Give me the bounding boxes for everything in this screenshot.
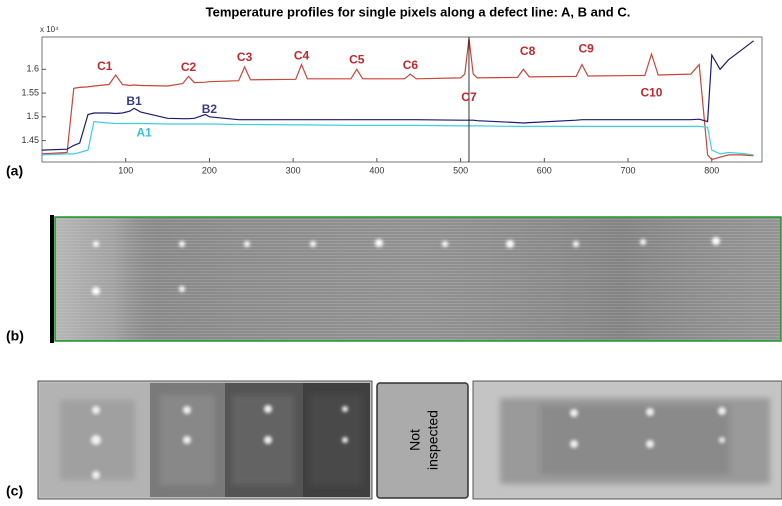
y-tick-label: 1.45 (21, 135, 39, 145)
y-multiplier: x 10⁴ (40, 25, 59, 34)
y-tick-label: 1.55 (21, 87, 39, 97)
annotation: B2 (202, 102, 218, 116)
series-line (41, 40, 754, 151)
x-tick-label: 600 (537, 165, 552, 175)
x-tick-label: 300 (286, 165, 301, 175)
annotation: B1 (126, 94, 142, 108)
panel-label: (b) (6, 328, 24, 344)
thermal-image-c-right (472, 380, 782, 500)
thermal-image-c-left (37, 380, 373, 500)
annotation: C1 (97, 59, 113, 73)
y-tick-label: 1.6 (26, 64, 39, 74)
series-line (41, 120, 754, 156)
chart-title: Temperature profiles for single pixels a… (206, 4, 631, 19)
x-tick-label: 200 (202, 165, 217, 175)
annotation: C7 (461, 90, 477, 104)
annotation: C3 (237, 50, 253, 64)
annotation: C10 (640, 85, 662, 99)
x-tick-label: 700 (621, 165, 636, 175)
x-tick-label: 400 (369, 165, 384, 175)
annotation: C2 (181, 60, 197, 74)
not-inspected-box (376, 382, 469, 499)
not-inspected-text: inspected (425, 410, 441, 470)
series-line (41, 38, 754, 161)
annotation: C4 (294, 49, 310, 63)
y-tick-label: 1.5 (26, 111, 39, 121)
annotation: C5 (349, 52, 365, 66)
panel-label: (a) (6, 163, 23, 179)
x-tick-label: 800 (704, 165, 719, 175)
thermal-image-b (50, 215, 782, 343)
annotation: C8 (520, 44, 536, 58)
x-tick-label: 100 (118, 165, 133, 175)
annotation: A1 (136, 126, 152, 140)
annotation: C6 (403, 58, 419, 72)
panel-label: (c) (6, 483, 23, 499)
x-tick-label: 500 (453, 165, 468, 175)
annotation: C9 (579, 42, 595, 56)
plot-frame (41, 36, 763, 163)
not-inspected-text: Not (407, 429, 423, 451)
